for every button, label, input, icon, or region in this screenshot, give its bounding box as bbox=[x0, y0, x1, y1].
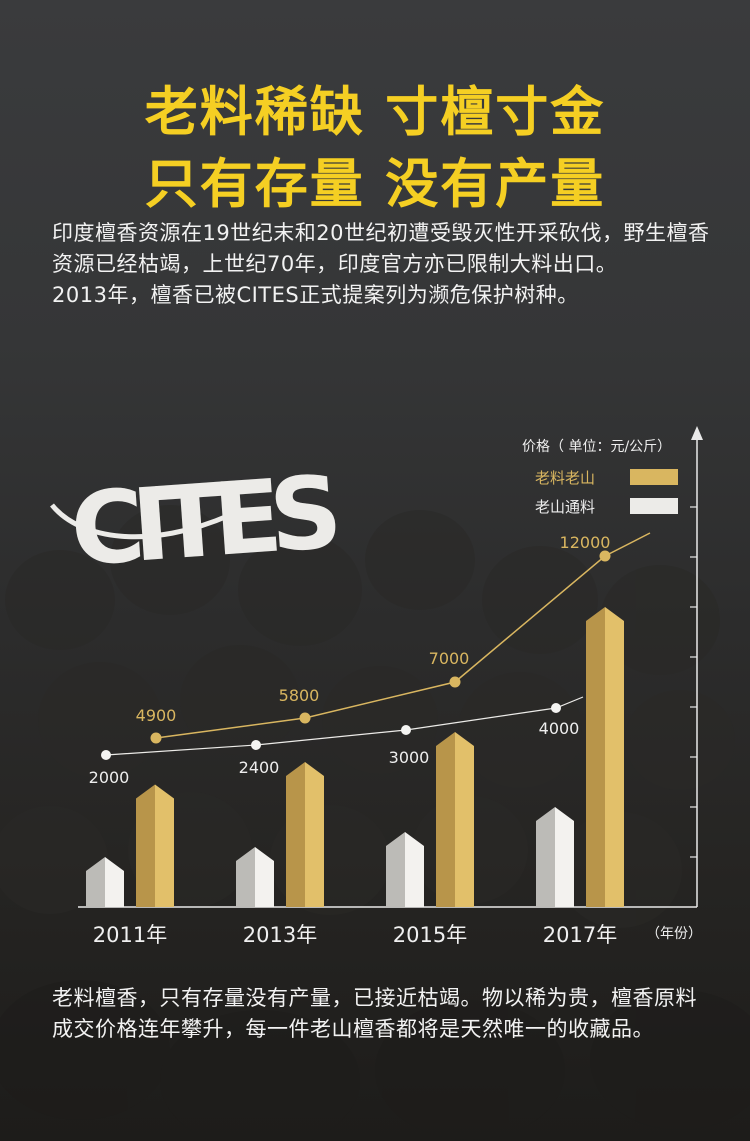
x-axis-suffix: （年份） bbox=[646, 926, 702, 942]
data-label-gold: 7000 bbox=[429, 649, 470, 668]
bar-gold-right-face bbox=[455, 732, 474, 907]
point-silver bbox=[251, 740, 261, 750]
bar-gold bbox=[436, 732, 474, 907]
data-label-silver: 2400 bbox=[239, 758, 280, 777]
intro-text: 印度檀香资源在19世纪末和20世纪初遭受毁灭性开采砍伐，野生檀香资源已经枯竭，上… bbox=[52, 218, 712, 311]
bar-silver-right-face bbox=[405, 832, 424, 907]
bar-silver-left-face bbox=[386, 832, 405, 907]
headline-line-2: 只有存量 没有产量 bbox=[144, 154, 606, 215]
bar-silver bbox=[386, 832, 424, 907]
cites-logo-text: CITES bbox=[67, 454, 339, 589]
y-axis-label: 价格（ 单位：元/公斤） bbox=[522, 439, 671, 455]
x-tick-labels: 2011年 2013年 2015年 2017年 bbox=[93, 923, 617, 947]
elephant-trunk-swoosh bbox=[50, 503, 232, 540]
price-chart: CITES 价格（ 单位：元/公斤） 老料老山 老山通料 4900 5800 700… bbox=[50, 426, 703, 947]
point-gold bbox=[150, 732, 162, 744]
bar-gold bbox=[586, 607, 624, 907]
bar-gold-left-face bbox=[586, 607, 605, 907]
data-label-silver: 4000 bbox=[539, 719, 580, 738]
intro-paragraph-1: 印度檀香资源在19世纪末和20世纪初遭受毁灭性开采砍伐，野生檀香资源已经枯竭，上… bbox=[52, 221, 710, 276]
headline-line-1: 老料稀缺 寸檀寸金 bbox=[144, 82, 606, 143]
data-label-silver: 2000 bbox=[89, 768, 130, 787]
bar-silver-right-face bbox=[105, 857, 124, 907]
bar-silver bbox=[536, 807, 574, 907]
bar-silver-left-face bbox=[236, 847, 255, 907]
legend-label-gold: 老料老山 bbox=[535, 469, 595, 487]
bar-silver-left-face bbox=[86, 857, 105, 907]
legend-swatch-gold bbox=[630, 469, 678, 485]
outro-paragraph-1: 老料檀香，只有存量没有产量，已接近枯竭。物以稀为贵，檀香原料成交价格连年攀升，每… bbox=[52, 986, 697, 1041]
y-axis-arrow bbox=[691, 426, 703, 440]
bar-silver-right-face bbox=[255, 847, 274, 907]
x-tick-label: 2015年 bbox=[393, 923, 467, 947]
bar-silver bbox=[86, 857, 124, 907]
point-gold bbox=[449, 676, 461, 688]
x-tick-label: 2017年 bbox=[543, 923, 617, 947]
bar-group bbox=[86, 607, 624, 907]
bar-gold bbox=[136, 784, 174, 907]
line-silver bbox=[105, 696, 584, 756]
y-axis-ticks bbox=[690, 506, 697, 858]
point-gold bbox=[599, 550, 611, 562]
intro-paragraph-2: 2013年，檀香已被CITES正式提案列为濒危保护树种。 bbox=[52, 283, 579, 307]
point-silver bbox=[101, 750, 111, 760]
data-label-silver: 3000 bbox=[389, 748, 430, 767]
data-label-gold: 4900 bbox=[136, 706, 177, 725]
point-silver bbox=[401, 725, 411, 735]
legend-label-silver: 老山通料 bbox=[535, 498, 595, 516]
point-silver bbox=[551, 703, 561, 713]
bar-silver-right-face bbox=[555, 807, 574, 907]
bar-gold-left-face bbox=[436, 732, 455, 907]
cites-elephant-logo: CITES bbox=[50, 454, 339, 589]
x-tick-label: 2013年 bbox=[243, 923, 317, 947]
bar-gold-right-face bbox=[305, 762, 324, 907]
line-group: 4900 5800 7000 12000 2000 2400 3000 4000 bbox=[89, 532, 651, 787]
point-gold bbox=[299, 712, 311, 724]
bar-gold-left-face bbox=[136, 784, 155, 907]
bar-gold-right-face bbox=[155, 784, 174, 907]
data-label-gold: 5800 bbox=[279, 686, 320, 705]
legend-swatch-silver bbox=[630, 498, 678, 514]
bar-gold bbox=[286, 762, 324, 907]
outro-text: 老料檀香，只有存量没有产量，已接近枯竭。物以稀为贵，檀香原料成交价格连年攀升，每… bbox=[52, 983, 712, 1045]
bar-silver-left-face bbox=[536, 807, 555, 907]
bar-gold-left-face bbox=[286, 762, 305, 907]
x-tick-label: 2011年 bbox=[93, 923, 167, 947]
bar-gold-right-face bbox=[605, 607, 624, 907]
bar-silver bbox=[236, 847, 274, 907]
data-label-gold: 12000 bbox=[560, 533, 611, 552]
